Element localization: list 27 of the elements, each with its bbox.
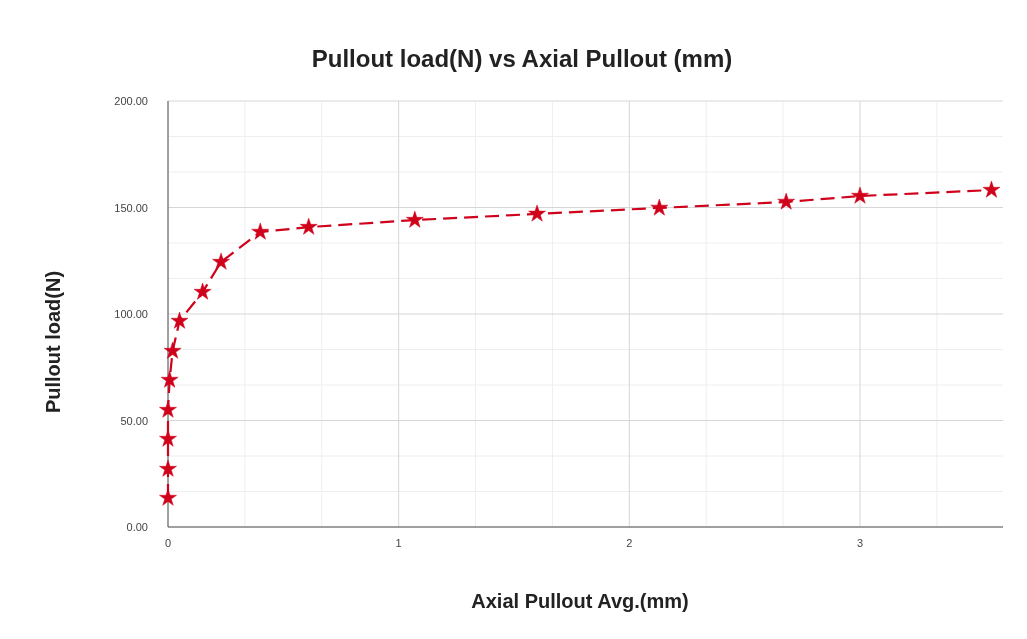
- point: [650, 198, 669, 216]
- point: [159, 400, 177, 418]
- point: [528, 204, 546, 222]
- point: [851, 186, 869, 204]
- point: [159, 459, 177, 477]
- x-tick-label: 1: [395, 537, 402, 549]
- x-tick-label: 2: [626, 537, 633, 549]
- point: [251, 222, 270, 240]
- point: [982, 180, 1001, 198]
- y-axis-title: Pullout load(N): [42, 270, 64, 414]
- x-tick-label: 0: [164, 537, 172, 549]
- y-tick-label: 200.00: [114, 95, 148, 107]
- point: [170, 311, 189, 329]
- point: [160, 370, 179, 388]
- point: [777, 192, 795, 210]
- point: [406, 210, 424, 228]
- x-axis-title: Axial Pullout Avg.(mm): [471, 590, 689, 612]
- x-tick-label: 3: [856, 537, 864, 549]
- point: [163, 341, 182, 359]
- y-tick-label: 0.00: [126, 521, 148, 533]
- y-tick-label: 100.00: [114, 308, 148, 320]
- y-tick-label: 50.00: [120, 414, 148, 427]
- y-tick-label: 150.00: [114, 201, 148, 214]
- point: [212, 252, 230, 270]
- point: [299, 217, 318, 235]
- point: [193, 282, 212, 300]
- chart-title: Pullout load(N) vs Axial Pullout (mm): [311, 45, 733, 72]
